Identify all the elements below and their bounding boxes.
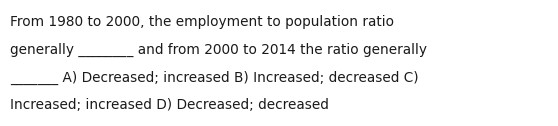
Text: Increased; increased D) Decreased; decreased: Increased; increased D) Decreased; decre… [10, 98, 329, 112]
Text: generally ________ and from 2000 to 2014 the ratio generally: generally ________ and from 2000 to 2014… [10, 43, 427, 57]
Text: _______ A) Decreased; increased B) Increased; decreased C): _______ A) Decreased; increased B) Incre… [10, 71, 418, 85]
Text: From 1980 to 2000, the employment to population ratio: From 1980 to 2000, the employment to pop… [10, 15, 394, 29]
